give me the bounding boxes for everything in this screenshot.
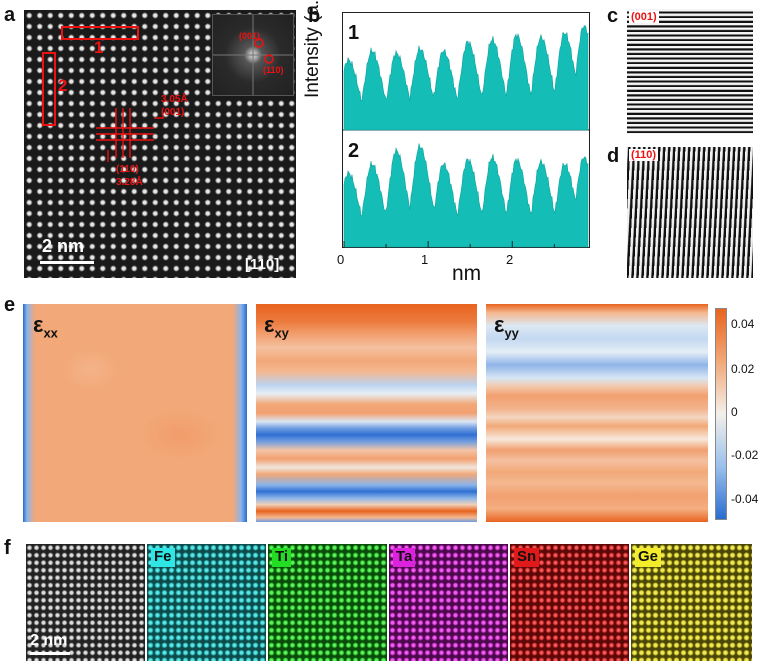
profile-x-tick-1: 1 bbox=[421, 252, 429, 267]
eds-label-ta: Ta bbox=[393, 548, 416, 567]
eds-haadf: 2 nm bbox=[26, 544, 145, 661]
spacing-110-value: 3.28Å bbox=[116, 177, 143, 188]
eds-scale-label: 2 nm bbox=[30, 632, 68, 649]
panel-label-e: e bbox=[4, 294, 16, 316]
spacing-001-value: 3.05Å bbox=[161, 94, 188, 105]
eds-label-fe: Fe bbox=[151, 548, 175, 567]
profile-1-area bbox=[343, 24, 589, 131]
strain-sub-xx: xx bbox=[43, 325, 58, 341]
profile-x-tick-0: 0 bbox=[337, 252, 345, 267]
scale-bar bbox=[40, 261, 94, 264]
zone-axis: [110] bbox=[245, 256, 280, 273]
profile-curve bbox=[343, 24, 589, 131]
strain-map-exx: εxx bbox=[23, 304, 247, 522]
panel-label-a: a bbox=[4, 4, 16, 26]
eds-map-sn: Sn bbox=[510, 544, 629, 661]
panel-label-c: c bbox=[607, 5, 619, 27]
eds-scale-bar bbox=[30, 652, 70, 655]
strain-map-eyy: εyy bbox=[486, 304, 708, 522]
spacing-001-plane: (001) bbox=[161, 107, 185, 118]
strain-sub-yy: yy bbox=[504, 325, 519, 341]
fft-label-110: (110) bbox=[263, 65, 284, 75]
strain-symbol-xx: ε bbox=[33, 312, 44, 337]
strain-map-exy: εxy bbox=[256, 304, 477, 522]
strain-sub-xy: xy bbox=[274, 325, 289, 341]
profile-curve bbox=[343, 143, 589, 248]
colorbar-tick-3: -0.02 bbox=[731, 448, 759, 462]
fft-spot-110 bbox=[264, 54, 274, 64]
strain-symbol-xy: ε bbox=[264, 312, 275, 337]
profile-marker-2: 2 bbox=[58, 76, 68, 95]
profile-x-tick-2: 2 bbox=[506, 252, 514, 267]
panel-label-f: f bbox=[4, 537, 11, 559]
panel-label-d: d bbox=[607, 145, 620, 167]
colorbar-tick-2: 0 bbox=[731, 405, 738, 419]
eds-label-sn: Sn bbox=[514, 548, 540, 567]
scale-bar-label: 2 nm bbox=[42, 236, 85, 256]
haadf-image: (001) (110) 1 2 3.05Å (001) (110) 3.28Å … bbox=[24, 10, 296, 278]
colorbar-tick-0: 0.04 bbox=[731, 317, 755, 331]
profile-marker-1: 1 bbox=[94, 38, 104, 57]
fft-label-001: (001) bbox=[239, 31, 261, 41]
profile-x-ticks bbox=[343, 241, 555, 248]
fft-spot-001 bbox=[254, 38, 264, 48]
fringe-image-110: (110) bbox=[627, 147, 753, 278]
profile-2-area bbox=[343, 143, 589, 248]
fft-spots bbox=[213, 15, 293, 95]
eds-map-ta: Ta bbox=[389, 544, 508, 661]
panel-label-b: b bbox=[308, 5, 321, 27]
profile-2-label: 2 bbox=[348, 140, 360, 162]
fringe-label-001: (001) bbox=[631, 11, 657, 23]
colorbar-tick-4: -0.04 bbox=[731, 492, 759, 506]
profile-box-2 bbox=[42, 52, 56, 126]
fringe-image-001: (001) bbox=[627, 9, 753, 134]
eds-label-ge: Ge bbox=[635, 548, 662, 567]
colorbar-tick-1: 0.02 bbox=[731, 362, 755, 376]
strain-colorbar bbox=[715, 308, 727, 520]
eds-map-ge: Ge bbox=[631, 544, 752, 661]
fringe-label-110: (110) bbox=[631, 149, 657, 161]
profile-1-label: 1 bbox=[348, 22, 360, 44]
eds-map-ti: Ti bbox=[268, 544, 387, 661]
intensity-profile-chart bbox=[342, 12, 590, 248]
lattice-spacing-markers bbox=[96, 108, 164, 162]
profile-x-axis-label: nm bbox=[452, 262, 482, 285]
profile-y-axis-label: Intensity (a.u.) bbox=[302, 0, 323, 98]
spacing-110-plane: (110) bbox=[116, 164, 139, 175]
eds-map-fe: Fe bbox=[147, 544, 266, 661]
fft-inset: (001) (110) bbox=[212, 14, 294, 96]
profile-box-1 bbox=[61, 26, 139, 40]
strain-symbol-yy: ε bbox=[494, 312, 505, 337]
eds-label-ti: Ti bbox=[272, 548, 292, 567]
